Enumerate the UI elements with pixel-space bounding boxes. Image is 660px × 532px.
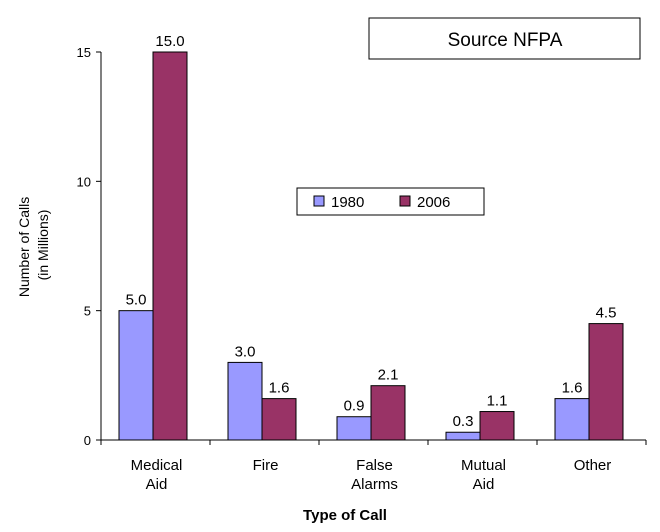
data-label-1980-4: 1.6 bbox=[562, 380, 583, 397]
data-label-1980-2: 0.9 bbox=[344, 398, 365, 415]
bar-2006-2 bbox=[370, 385, 406, 441]
data-labels-layer: 5.0 3.0 0.9 0.3 1.6 15.0 1.6 2.1 1.1 4.5 bbox=[126, 33, 617, 430]
data-label-1980-0: 5.0 bbox=[126, 292, 147, 309]
category-label-4-line-0: Other bbox=[574, 457, 612, 474]
data-label-1980-3: 0.3 bbox=[453, 413, 474, 430]
y-tick-label-10: 10 bbox=[77, 174, 91, 189]
bar-2006-0 bbox=[152, 51, 188, 441]
data-label-2006-4: 4.5 bbox=[596, 305, 617, 322]
bar-1980-4 bbox=[554, 398, 590, 441]
bar-2006-4 bbox=[588, 323, 624, 441]
data-label-1980-1: 3.0 bbox=[235, 343, 256, 360]
category-label-1: Fire bbox=[253, 457, 279, 474]
category-label-2-line-0: False bbox=[356, 457, 393, 474]
bar-1980-3 bbox=[445, 431, 481, 441]
y-tick-label-0: 0 bbox=[84, 433, 91, 448]
bar-1980-2 bbox=[336, 416, 372, 441]
category-labels-layer: Medical Aid Fire False Alarms Mutual Aid Other bbox=[131, 457, 612, 493]
category-label-3: Mutual Aid bbox=[461, 457, 506, 493]
bar-1980-0 bbox=[118, 310, 154, 441]
bar-1980-1 bbox=[227, 361, 263, 441]
legend-box bbox=[296, 187, 485, 216]
legend-swatch-1980 bbox=[313, 195, 325, 207]
legend: 1980 2006 bbox=[296, 187, 485, 216]
legend-swatch-2006 bbox=[399, 195, 411, 207]
source-text: Source NFPA bbox=[448, 30, 563, 51]
data-label-2006-3: 1.1 bbox=[487, 393, 508, 410]
y-tick-label-15: 15 bbox=[77, 45, 91, 60]
data-label-2006-1: 1.6 bbox=[269, 380, 290, 397]
bar-2006-1 bbox=[261, 398, 297, 441]
ticks-layer: 0 5 10 15 bbox=[77, 45, 647, 448]
y-axis-title-line-1: Number of Calls bbox=[16, 197, 32, 297]
axes-layer bbox=[100, 52, 646, 441]
category-label-0-line-1: Aid bbox=[146, 476, 168, 493]
source-box-border bbox=[368, 17, 641, 60]
category-label-0-line-0: Medical bbox=[131, 457, 183, 474]
source-box: Source NFPA bbox=[368, 17, 641, 60]
x-axis-title: Type of Call bbox=[303, 507, 387, 524]
data-label-2006-2: 2.1 bbox=[378, 367, 399, 384]
bars-layer bbox=[118, 51, 624, 441]
category-label-2: False Alarms bbox=[351, 457, 398, 493]
category-label-1-line-0: Fire bbox=[253, 457, 279, 474]
category-label-0: Medical Aid bbox=[131, 457, 183, 493]
category-label-4: Other bbox=[574, 457, 612, 474]
category-label-3-line-1: Aid bbox=[473, 476, 495, 493]
category-label-3-line-0: Mutual bbox=[461, 457, 506, 474]
y-axis-title-line-2: (in Millions) bbox=[35, 210, 51, 281]
bar-2006-3 bbox=[479, 411, 515, 441]
y-axis-title: Number of Calls (in Millions) bbox=[16, 193, 51, 297]
category-label-2-line-1: Alarms bbox=[351, 476, 398, 493]
legend-label-2006: 2006 bbox=[417, 194, 450, 211]
y-tick-label-5: 5 bbox=[84, 304, 91, 319]
legend-label-1980: 1980 bbox=[331, 194, 364, 211]
data-label-2006-0: 15.0 bbox=[155, 33, 184, 50]
